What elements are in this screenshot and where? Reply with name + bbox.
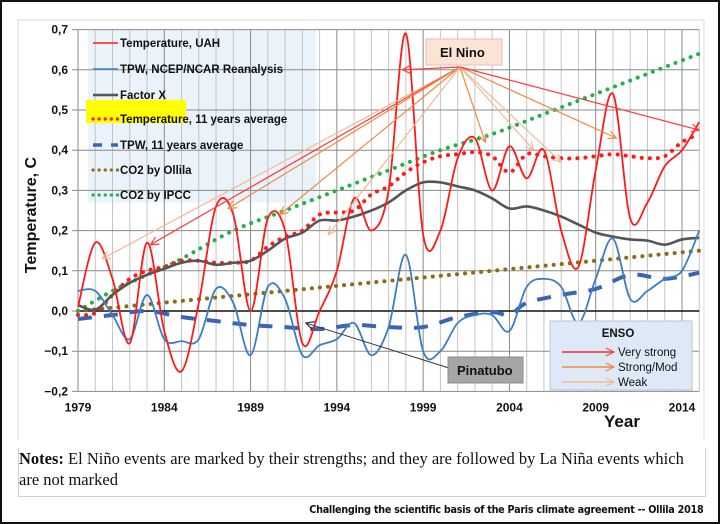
el-nino-arrow: [402, 67, 461, 70]
el-nino-arrow: [228, 66, 461, 208]
notes-text: El Niño events are marked by their stren…: [19, 449, 684, 489]
y-tick-label: 0,5: [51, 103, 68, 117]
legend-label: CO2 by IPCC: [120, 190, 191, 202]
y-tick-label: 0,3: [51, 183, 68, 197]
el-nino-label: El Nino: [440, 45, 485, 60]
pinatubo-arrow: [306, 323, 450, 369]
y-tick-label: 0,1: [51, 264, 68, 278]
x-tick-label: 1999: [410, 400, 437, 414]
credit-line: Challenging the scientific basis of the …: [308, 504, 703, 516]
notes-box: Notes: El Niño events are marked by thei…: [18, 448, 706, 497]
y-tick-label: 0,6: [51, 63, 68, 77]
enso-legend-label: Strong/Mod: [618, 362, 677, 374]
enso-legend-box: [549, 320, 693, 391]
enso-legend: ENSO Very strong Strong/Mod Weak: [549, 320, 693, 391]
legend: Temperature, UAH TPW, NCEP/NCAR Reanalysi…: [86, 38, 287, 202]
enso-legend-title: ENSO: [602, 328, 635, 340]
x-axis-ticks: 1979 1984 1989 1994 1999 2004 2009 2014: [65, 400, 696, 414]
y-tick-label: 0,2: [51, 224, 68, 238]
legend-label: Temperature, 11 years average: [120, 114, 287, 126]
y-axis-label: Temperature, C: [23, 156, 40, 273]
el-nino-arrow: [280, 66, 461, 215]
enso-legend-label: Weak: [618, 377, 647, 389]
x-tick-label: 2014: [669, 400, 696, 414]
el-nino-arrow: [459, 66, 485, 142]
el-nino-arrow: [459, 66, 534, 150]
annotations: El Nino Pinatubo: [102, 38, 699, 384]
legend-label: TPW, NCEP/NCAR Reanalysis: [120, 64, 283, 76]
chart: 0,7 0,6 0,5 0,4 0,3 0,2 0,1 0,0 −0,1 −0,2 1979 198…: [17, 19, 705, 440]
el-nino-arrow: [459, 66, 616, 138]
x-tick-label: 1989: [237, 400, 264, 414]
y-axis-ticks: 0,7 0,6 0,5 0,4 0,3 0,2 0,1 0,0 −0,1 −0,2: [44, 23, 68, 399]
legend-label: Factor X: [120, 90, 166, 102]
el-nino-label-box: [425, 38, 503, 66]
y-tick-label: −0,1: [44, 344, 68, 358]
x-axis-label: Year: [604, 412, 640, 431]
enso-legend-label: Very strong: [618, 347, 676, 359]
series-line-co2-by-ollila: [76, 248, 702, 313]
pinatubo-label-box: [447, 356, 524, 384]
series-line-factor-x: [77, 180, 700, 312]
el-nino-arrow: [328, 66, 461, 235]
el-nino-arrow: [459, 66, 699, 130]
pinatubo-label: Pinatubo: [457, 363, 513, 378]
series-line-temperature-11-years-average: [76, 132, 702, 318]
el-nino-arrow: [459, 66, 561, 162]
notes-prefix: Notes:: [19, 449, 64, 468]
x-tick-label: 1994: [324, 400, 351, 414]
factor-x-highlight: [86, 100, 186, 123]
y-tick-label: 0,4: [51, 143, 68, 157]
el-nino-arrow: [102, 66, 461, 259]
x-tick-label: 2004: [496, 400, 523, 414]
x-tick-label: 1984: [151, 400, 178, 414]
series-line-temperature-uah: [77, 32, 701, 373]
y-tick-label: 0,7: [51, 23, 68, 37]
legend-label: CO2 by Ollila: [120, 165, 192, 177]
el-nino-arrow: [150, 66, 461, 245]
legend-label: TPW, 11 years average: [120, 140, 243, 152]
y-tick-label: 0,0: [51, 304, 68, 318]
series-line-tpw-ncep-ncar-reanalysis: [77, 230, 701, 361]
legend-label: Temperature, UAH: [120, 38, 220, 50]
x-tick-label: 2009: [582, 400, 609, 414]
y-tick-label: −0,2: [44, 384, 68, 398]
x-tick-label: 1979: [65, 400, 92, 414]
series-group: [76, 32, 702, 373]
